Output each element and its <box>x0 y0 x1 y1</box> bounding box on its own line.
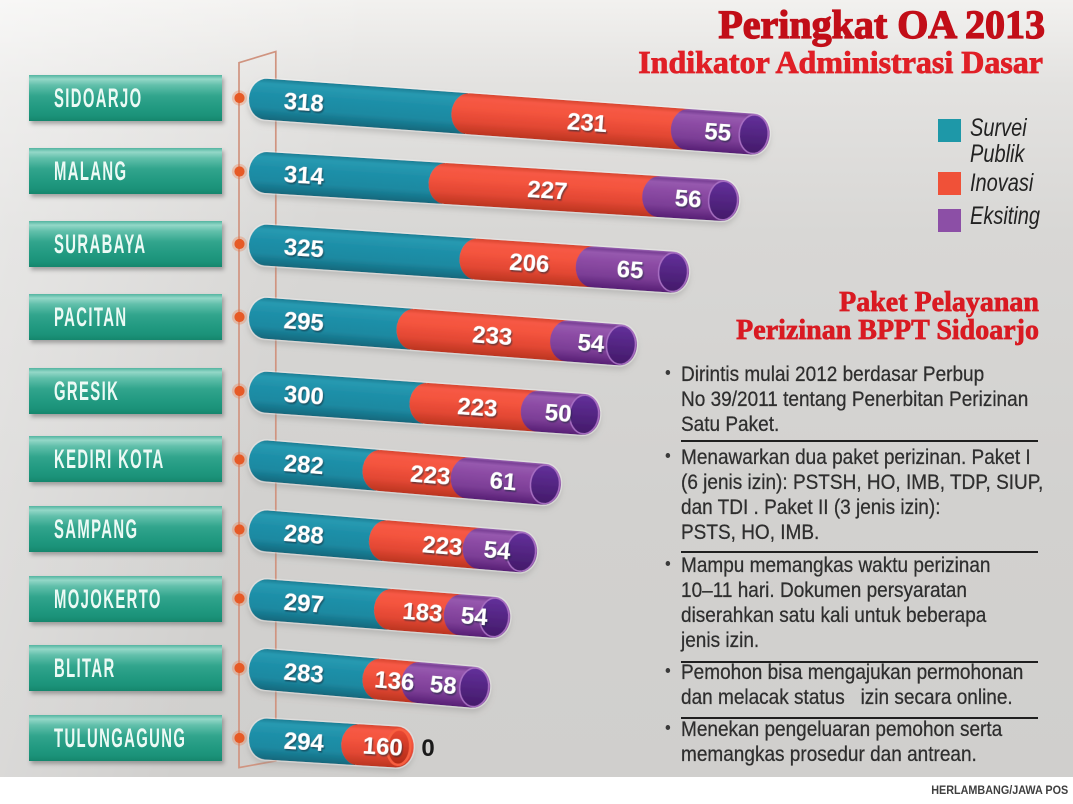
svg-text:0: 0 <box>421 735 434 762</box>
svg-text:160: 160 <box>362 732 404 761</box>
svg-text:183: 183 <box>401 598 443 628</box>
svg-text:295: 295 <box>283 307 325 337</box>
svg-text:223: 223 <box>456 393 498 423</box>
svg-text:54: 54 <box>483 536 512 565</box>
svg-text:58: 58 <box>429 671 458 700</box>
svg-text:61: 61 <box>489 467 518 496</box>
svg-text:227: 227 <box>527 176 569 205</box>
svg-text:297: 297 <box>283 589 325 619</box>
svg-text:325: 325 <box>283 234 325 264</box>
svg-text:233: 233 <box>471 321 513 351</box>
svg-text:282: 282 <box>283 450 325 480</box>
svg-text:314: 314 <box>283 161 325 190</box>
svg-text:65: 65 <box>616 256 644 285</box>
svg-text:54: 54 <box>460 602 489 631</box>
svg-text:231: 231 <box>566 108 608 138</box>
svg-text:56: 56 <box>674 185 702 214</box>
svg-text:136: 136 <box>373 666 415 696</box>
svg-text:223: 223 <box>409 461 451 491</box>
svg-text:50: 50 <box>544 399 573 428</box>
svg-text:206: 206 <box>508 249 550 279</box>
svg-text:294: 294 <box>283 728 325 757</box>
svg-text:318: 318 <box>283 88 325 118</box>
svg-text:283: 283 <box>283 659 325 689</box>
svg-text:288: 288 <box>283 520 325 550</box>
svg-text:55: 55 <box>703 118 732 147</box>
svg-text:300: 300 <box>283 381 325 411</box>
svg-text:223: 223 <box>421 531 463 561</box>
svg-text:54: 54 <box>577 329 606 358</box>
